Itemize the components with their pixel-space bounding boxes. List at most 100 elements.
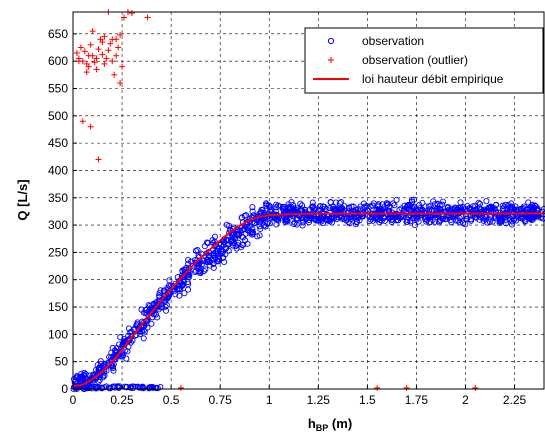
observation-point <box>205 252 212 259</box>
observation-point <box>249 231 256 238</box>
observation-point <box>110 367 117 374</box>
outlier-point <box>103 55 110 62</box>
observation-point <box>162 303 169 310</box>
observation-point <box>456 219 463 226</box>
observation-point <box>225 247 232 254</box>
outlier-point <box>87 41 94 48</box>
observation-point <box>385 214 392 221</box>
outlier-point <box>374 384 381 391</box>
observation-point <box>221 258 228 266</box>
outlier-point <box>119 63 126 70</box>
observation-point <box>307 206 314 213</box>
outlier-point <box>113 52 120 59</box>
y-tick-label: 150 <box>48 300 68 314</box>
observation-point <box>99 384 106 391</box>
observation-point <box>324 211 331 219</box>
x-axis-label-unit: (m) <box>328 416 352 431</box>
outlier-point <box>121 14 128 21</box>
outlier-point <box>87 123 94 130</box>
observation-point <box>389 200 397 207</box>
observation-point <box>266 220 273 227</box>
outlier-point <box>109 58 116 65</box>
observation-point <box>509 221 516 228</box>
x-tick-label: 1.25 <box>307 393 331 407</box>
outlier-point <box>177 384 184 391</box>
observation-point <box>195 268 202 275</box>
observation-point <box>135 324 143 331</box>
observation-point <box>249 230 257 237</box>
observation-point <box>327 199 334 206</box>
outlier-point <box>472 384 479 391</box>
observation-point <box>146 384 153 391</box>
observation-point <box>431 211 438 219</box>
outlier-point <box>99 39 106 46</box>
observation-point <box>140 335 147 342</box>
observation-point <box>499 205 507 212</box>
observation-point <box>119 352 127 359</box>
observation-point <box>319 220 327 227</box>
observation-point <box>149 314 156 321</box>
outlier-point <box>89 28 96 35</box>
observation-point <box>507 209 514 216</box>
x-tick-label: 2 <box>462 393 469 407</box>
observation-point <box>181 290 188 297</box>
observation-point <box>189 262 196 269</box>
observation-point <box>539 208 545 215</box>
observation-point <box>175 286 182 293</box>
outlier-point <box>91 59 98 66</box>
observation-point <box>117 334 124 341</box>
observation-point <box>233 245 240 252</box>
observation-point <box>211 233 219 240</box>
observation-point <box>112 348 119 355</box>
y-tick-label: 0 <box>61 382 68 396</box>
observation-point <box>416 201 423 209</box>
observation-point <box>212 250 219 257</box>
observation-point <box>361 203 368 210</box>
observation-point <box>525 199 532 206</box>
observation-point <box>338 214 345 221</box>
observation-point <box>221 238 228 245</box>
observation-point <box>81 369 88 376</box>
observation-point <box>145 302 152 309</box>
outlier-point <box>109 36 116 43</box>
legend: observation observation (outlier) loi ha… <box>304 27 544 94</box>
observation-point <box>404 218 411 225</box>
observation-point <box>156 290 163 297</box>
y-tick-label: 50 <box>55 355 69 369</box>
observation-point <box>369 217 377 224</box>
observation-point <box>136 384 143 391</box>
observation-point <box>396 206 403 213</box>
observation-point <box>463 216 470 223</box>
x-tick-label: 0 <box>70 393 77 407</box>
observation-point <box>299 214 306 221</box>
y-tick-label: 400 <box>48 163 68 177</box>
y-tick-label: 450 <box>48 136 68 150</box>
observation-point <box>285 201 292 208</box>
observation-point <box>273 201 280 208</box>
observation-point <box>518 205 525 212</box>
observation-point <box>395 217 402 224</box>
observation-point <box>147 305 154 313</box>
observation-point <box>393 196 400 203</box>
observation-point <box>529 203 536 210</box>
observation-point <box>448 219 455 226</box>
observation-point <box>508 200 515 207</box>
y-tick-label: 300 <box>48 218 68 232</box>
observation-point <box>309 199 316 206</box>
observation-point <box>146 302 153 310</box>
observation-point <box>439 198 446 205</box>
observation-point <box>256 232 263 239</box>
observation-point <box>261 222 268 229</box>
observation-point <box>430 198 437 205</box>
outlier-point <box>117 80 124 87</box>
observation-point <box>172 291 179 298</box>
observation-point <box>257 225 264 233</box>
outlier-point <box>111 71 118 78</box>
observation-point <box>403 204 411 211</box>
observation-point <box>319 209 326 216</box>
observation-point <box>158 297 165 304</box>
observation-point <box>434 201 441 208</box>
observation-point <box>107 384 114 391</box>
y-tick-label: 100 <box>48 327 68 341</box>
